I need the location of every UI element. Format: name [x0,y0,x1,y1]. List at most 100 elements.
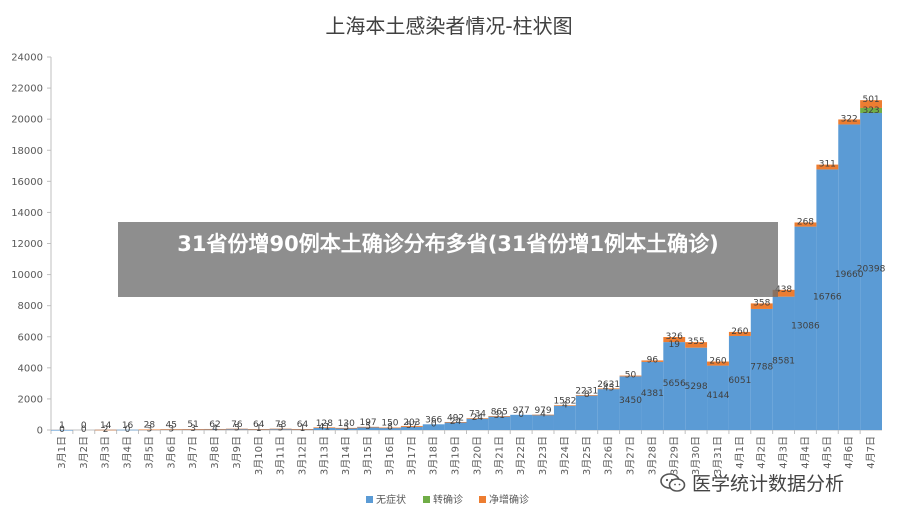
bar-segment [51,429,73,431]
x-tick-label: 4月6日 [843,436,855,469]
bar-segment [400,425,423,427]
data-label-confirmed: 5 [365,422,371,432]
bar-segment [838,119,861,125]
bar-segment [400,426,423,430]
data-label-confirmed: 3 [147,425,153,435]
data-label-confirmed: 45 [603,383,614,393]
data-label-asymptomatic: 203 [403,418,420,428]
y-tick-label: 24000 [11,53,43,64]
x-tick-label: 3月25日 [581,436,593,475]
x-tick-label: 3月7日 [187,436,199,469]
bar-segment [772,289,795,297]
data-label-asymptomatic: 16 [122,421,134,431]
x-tick-label: 4月1日 [734,436,746,469]
data-label-confirmed: 31 [494,411,505,421]
wechat-icon [660,472,686,492]
data-label-confirmed: 4 [540,410,546,420]
x-tick-label: 3月30日 [690,436,702,475]
data-label-confirmed: 4 [212,424,218,434]
bar-segment [335,427,358,429]
bar-segment [794,222,817,227]
bar-segment [313,427,336,429]
data-label-asymptomatic: 78 [275,420,287,430]
bar-segment [663,342,686,430]
data-label-confirmed: 438 [775,285,792,295]
x-tick-label: 3月21日 [493,436,505,475]
bar-segment [160,429,183,430]
bar-segment [619,375,642,377]
data-label-confirmed: 3 [190,424,196,434]
data-label-confirmed: 24 [450,417,462,427]
x-tick-label: 4月3日 [778,436,790,469]
bar-segment [269,428,292,430]
bar-segment [357,426,380,428]
data-label-asymptomatic: 979 [534,406,551,416]
data-label-confirmed: 0 [81,425,87,435]
bars [51,100,882,431]
data-label-asymptomatic: 3450 [619,396,642,406]
data-label-confirmed: 24 [472,413,484,423]
bar-segment [94,429,117,431]
x-tick-label: 3月17日 [406,436,418,475]
x-tick-label: 3月15日 [362,436,374,475]
bar-segment [379,427,401,429]
legend-swatch [366,496,373,503]
data-label-asymptomatic: 734 [469,410,486,420]
bar-segment [575,395,598,396]
bar-segment [685,347,708,430]
data-label-confirmed: 5 [234,424,240,434]
data-label-confirmed: 96 [647,355,659,365]
bar-segment [510,414,533,430]
legend-label: 无症状 [376,493,406,506]
y-tick-label: 16000 [11,177,43,188]
x-tick-label: 3月6日 [165,436,177,469]
headline-banner: 31省份增90例本土确诊分布多省(31省份增1例本土确诊) [118,222,778,297]
x-tick-label: 3月13日 [318,436,330,475]
x-tick-label: 3月14日 [340,436,352,475]
data-label-asymptomatic: 4381 [641,389,664,399]
bar-segment [335,427,358,430]
legend-label: 净增确诊 [489,493,529,506]
bar-segment [466,418,489,430]
y-tick-label: 22000 [11,84,43,95]
data-label-asymptomatic: 4144 [707,391,730,401]
bar-segment [204,428,226,430]
x-tick-label: 3月20日 [471,436,483,475]
data-label-converted: 323 [862,106,879,116]
bar-segment [225,428,248,430]
data-label-asymptomatic: 45 [166,420,177,430]
data-label-asymptomatic: 197 [359,418,376,428]
x-tick-label: 3月12日 [296,436,308,475]
data-label-asymptomatic: 2231 [575,386,598,396]
bar-segment [247,428,270,430]
chart-title: 上海本土感染者情况-柱状图 [325,14,572,38]
x-tick-label: 3月2日 [78,436,90,469]
x-tick-label: 3月19日 [450,436,462,475]
data-label-confirmed: 0 [431,419,437,429]
x-tick-label: 3月9日 [231,436,243,469]
data-label-asymptomatic: 492 [447,413,464,423]
watermark-text: 医学统计数据分析 [692,473,845,495]
bar-segment [532,414,554,430]
data-label-confirmed: 8 [387,423,393,433]
data-label-confirmed: 1 [300,424,306,434]
bar-segment [750,303,773,309]
legend-swatch [423,496,430,503]
watermark: 医学统计数据分析 [660,469,844,496]
bar-segment [619,376,642,430]
data-label-confirmed: 1 [256,424,262,434]
bar-segment [707,365,729,430]
legend: 无症状 转确诊 净增确诊 [366,493,529,506]
data-label-asymptomatic: 62 [209,420,220,430]
bar-segment [269,428,292,430]
bar-segment [641,360,664,362]
data-label-asymptomatic: 2631 [597,380,620,390]
data-label-asymptomatic: 64 [297,420,309,430]
data-label-confirmed: 0 [59,425,65,435]
data-label-asymptomatic: 366 [425,415,442,425]
y-tick-label: 2000 [18,394,43,405]
x-tick-label: 3月5日 [143,436,155,469]
data-label-confirmed: 5 [343,423,349,433]
data-label-confirmed: 268 [797,217,814,227]
x-tick-label: 3月26日 [603,436,615,475]
